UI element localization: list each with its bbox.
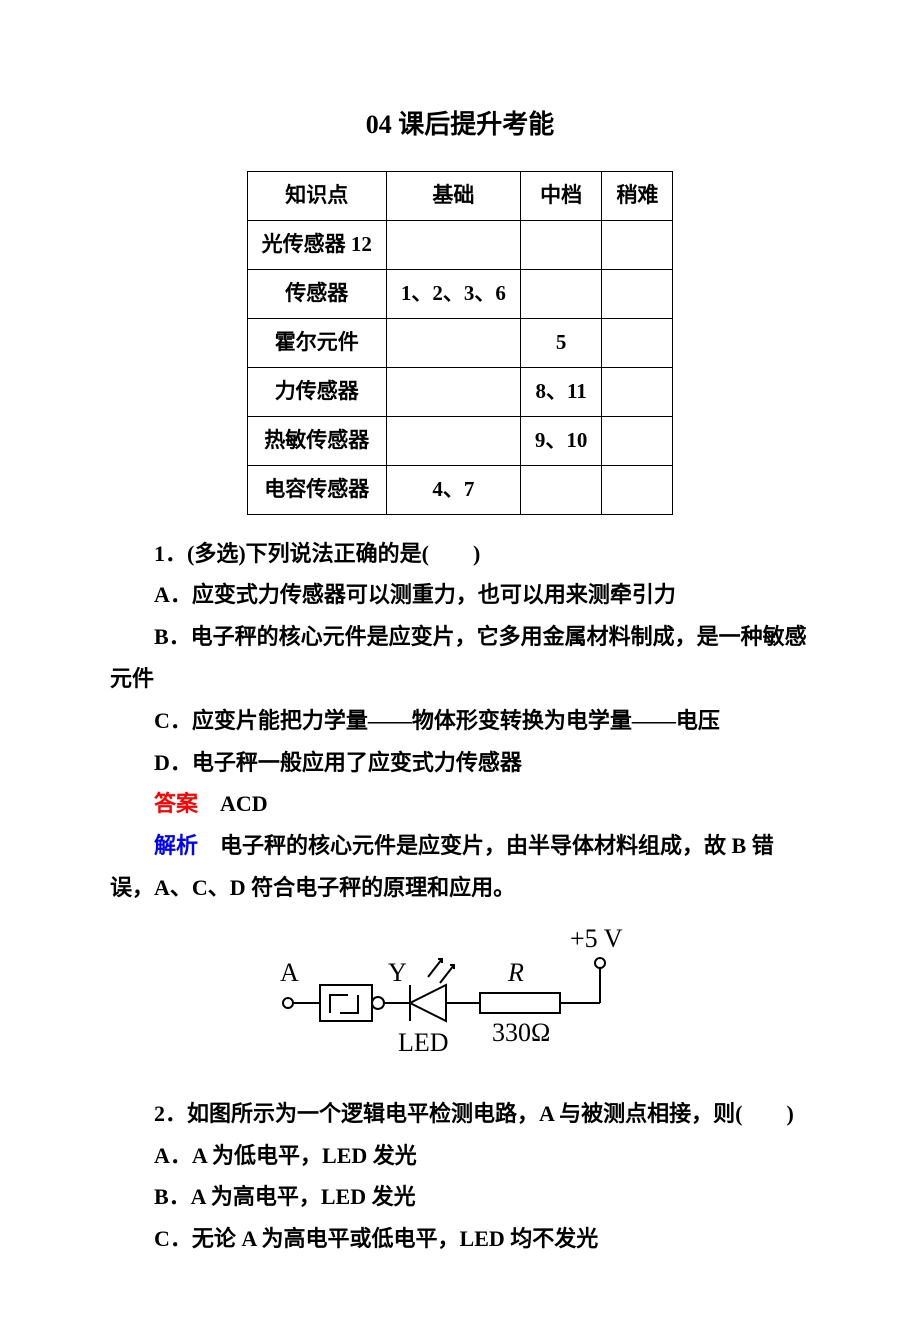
cell	[386, 221, 520, 270]
q1-answer: 答案 ACD	[110, 783, 810, 825]
cell	[386, 416, 520, 465]
cell	[520, 465, 602, 514]
th-0: 知识点	[247, 172, 386, 221]
table-header-row: 知识点 基础 中档 稍难	[247, 172, 673, 221]
table-row: 传感器 1、2、3、6	[247, 270, 673, 319]
cell: 电容传感器	[247, 465, 386, 514]
q1-option-b-text: B．电子秤的核心元件是应变片，它多用金属材料制成，是一种敏感元件	[110, 616, 810, 700]
analysis-label: 解析	[154, 833, 198, 858]
page-title: 04 课后提升考能	[110, 100, 810, 149]
circuit-wires	[283, 958, 605, 1021]
cell	[602, 367, 673, 416]
q1-analysis: 解析 电子秤的核心元件是应变片，由半导体材料组成，故 B 错误，A、C、D 符合…	[110, 825, 810, 909]
cell	[602, 221, 673, 270]
cell	[602, 319, 673, 368]
q2-option-c: C．无论 A 为高电平或低电平，LED 均不发光	[110, 1218, 810, 1260]
led-light-arrow	[440, 965, 454, 983]
terminal-5v-icon	[595, 958, 605, 968]
table-row: 力传感器 8、11	[247, 367, 673, 416]
circuit-figure: A Y LED R 330Ω +5 V	[270, 923, 650, 1083]
led-triangle-icon	[410, 985, 446, 1021]
cell	[602, 465, 673, 514]
terminal-a-icon	[283, 998, 293, 1008]
resistor-icon	[480, 993, 560, 1013]
q1-option-b: B．电子秤的核心元件是应变片，它多用金属材料制成，是一种敏感元件	[110, 616, 810, 700]
analysis-text: 电子秤的核心元件是应变片，由半导体材料组成，故 B 错误，A、C、D 符合电子秤…	[110, 833, 774, 900]
cell: 光传感器 12	[247, 221, 386, 270]
label-rval: 330Ω	[492, 1018, 550, 1047]
cell: 4、7	[386, 465, 520, 514]
cell: 8、11	[520, 367, 602, 416]
cell	[602, 416, 673, 465]
q1-stem: 1．(多选)下列说法正确的是( )	[110, 533, 810, 575]
label-y: Y	[388, 958, 407, 987]
not-bubble-icon	[372, 997, 384, 1009]
table-row: 电容传感器 4、7	[247, 465, 673, 514]
cell	[602, 270, 673, 319]
th-2: 中档	[520, 172, 602, 221]
label-r: R	[507, 958, 524, 987]
cell	[386, 367, 520, 416]
cell: 5	[520, 319, 602, 368]
table-body: 光传感器 12 传感器 1、2、3、6 霍尔元件 5 力传感器 8、11	[247, 221, 673, 514]
q2-option-a: A．A 为低电平，LED 发光	[110, 1135, 810, 1177]
page: 04 课后提升考能 知识点 基础 中档 稍难 光传感器 12 传感器 1、2、3…	[0, 0, 920, 1320]
answer-text: ACD	[198, 791, 268, 816]
cell: 传感器	[247, 270, 386, 319]
label-5v: +5 V	[570, 924, 623, 953]
q2-stem: 2．如图所示为一个逻辑电平检测电路，A 与被测点相接，则( )	[110, 1093, 810, 1135]
knowledge-table: 知识点 基础 中档 稍难 光传感器 12 传感器 1、2、3、6 霍尔元件	[247, 171, 674, 514]
cell: 9、10	[520, 416, 602, 465]
th-1: 基础	[386, 172, 520, 221]
th-3: 稍难	[602, 172, 673, 221]
q1-option-a: A．应变式力传感器可以测重力，也可以用来测牵引力	[110, 574, 810, 616]
q1-option-c: C．应变片能把力学量——物体形变转换为电学量——电压	[110, 700, 810, 742]
cell	[520, 221, 602, 270]
table-row: 霍尔元件 5	[247, 319, 673, 368]
label-led: LED	[398, 1028, 449, 1057]
cell: 1、2、3、6	[386, 270, 520, 319]
cell	[520, 270, 602, 319]
label-a: A	[280, 958, 299, 987]
cell: 霍尔元件	[247, 319, 386, 368]
cell: 热敏传感器	[247, 416, 386, 465]
q1-option-d: D．电子秤一般应用了应变式力传感器	[110, 742, 810, 784]
table-row: 热敏传感器 9、10	[247, 416, 673, 465]
table-row: 光传感器 12	[247, 221, 673, 270]
led-light-arrow	[428, 959, 442, 977]
answer-label: 答案	[154, 791, 198, 816]
cell: 力传感器	[247, 367, 386, 416]
gate-box-icon	[320, 985, 372, 1021]
cell	[386, 319, 520, 368]
q2-option-b: B．A 为高电平，LED 发光	[110, 1176, 810, 1218]
